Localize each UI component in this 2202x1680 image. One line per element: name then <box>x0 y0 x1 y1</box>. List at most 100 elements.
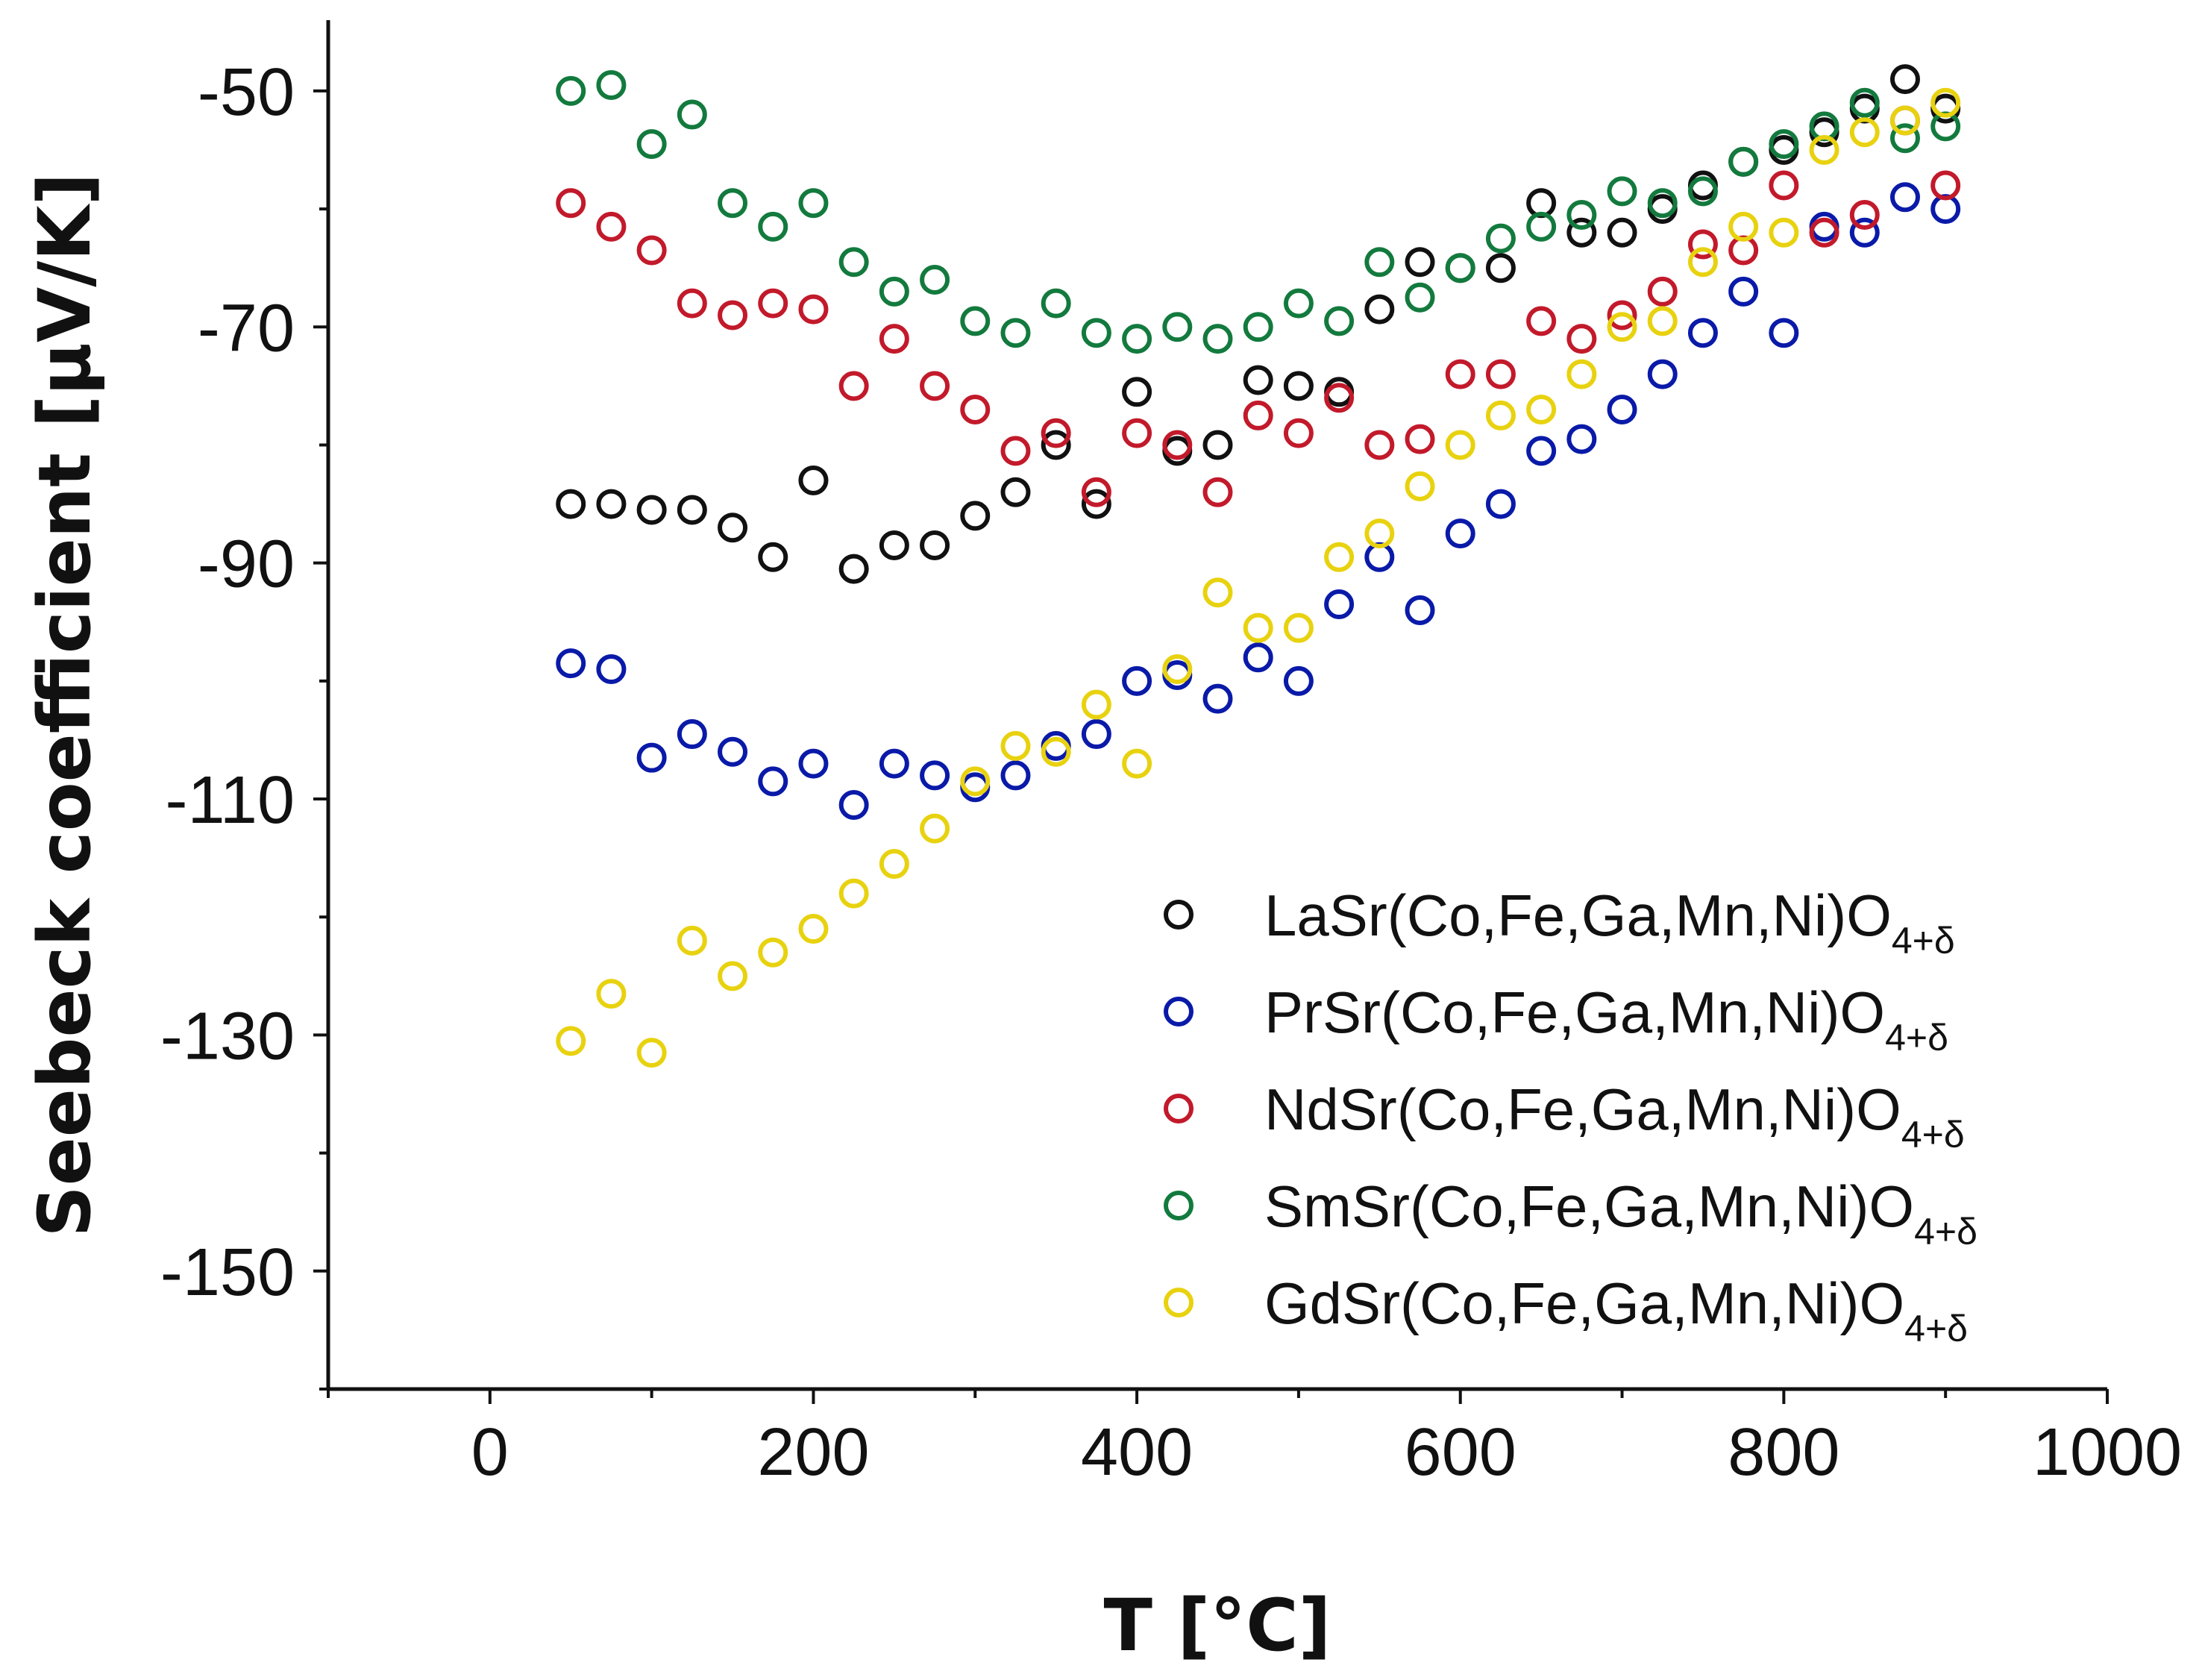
x-tick-label: 200 <box>757 1415 869 1490</box>
data-point <box>677 925 707 956</box>
data-point <box>1122 377 1152 407</box>
data-point <box>838 878 869 909</box>
data-point <box>718 961 748 991</box>
data-point <box>1607 395 1637 425</box>
data-point <box>1526 395 1557 425</box>
data-point <box>1324 542 1355 572</box>
x-tick-label: 600 <box>1405 1415 1516 1490</box>
y-axis-title: Seebeck coefficient [μV/K] <box>23 172 107 1237</box>
data-point <box>1485 489 1516 519</box>
legend-label-subscript: 4+δ <box>1904 1308 1968 1350</box>
data-point <box>1081 689 1111 720</box>
data-point <box>758 211 788 242</box>
x-tick-label: 1000 <box>2033 1415 2182 1490</box>
x-tick-label: 800 <box>1728 1415 1839 1490</box>
series-4 <box>556 87 1961 1068</box>
legend-label: LaSr(Co,Fe,Ga,Mn,Ni)O4+δ <box>1264 883 1955 962</box>
legend: LaSr(Co,Fe,Ga,Mn,Ni)O4+δPrSr(Co,Fe,Ga,Mn… <box>1164 883 1977 1350</box>
data-point <box>556 648 586 679</box>
data-point <box>1930 87 1961 118</box>
legend-label-main: PrSr(Co,Fe,Ga,Mn,Ni)O <box>1264 980 1885 1045</box>
legend-label-main: GdSr(Co,Fe,Ga,Mn,Ni)O <box>1264 1270 1904 1336</box>
data-point <box>1202 577 1233 608</box>
data-point <box>1000 436 1031 466</box>
data-point <box>838 789 869 820</box>
axes <box>326 20 2107 1391</box>
data-point <box>758 288 788 319</box>
x-tick-label: 400 <box>1081 1415 1193 1490</box>
data-point <box>1081 489 1111 519</box>
data-point <box>636 1038 667 1068</box>
data-point <box>798 914 829 944</box>
data-point <box>1769 170 1799 201</box>
data-point <box>636 235 667 266</box>
data-point <box>1607 300 1637 330</box>
data-point <box>1485 359 1516 389</box>
data-point <box>596 489 627 519</box>
data-point <box>556 489 586 519</box>
y-tick-label: -90 <box>198 527 295 602</box>
data-point <box>1728 146 1759 177</box>
data-point <box>1283 371 1314 401</box>
data-point <box>1526 306 1557 336</box>
data-point <box>677 288 707 319</box>
data-point <box>1728 211 1759 242</box>
data-point <box>1000 318 1031 348</box>
data-point <box>960 395 991 425</box>
data-point <box>1647 359 1678 389</box>
data-point <box>1243 612 1273 643</box>
legend-label-main: SmSr(Co,Fe,Ga,Mn,Ni)O <box>1264 1173 1914 1239</box>
data-points <box>556 64 1961 1068</box>
data-point <box>1041 430 1071 460</box>
data-point <box>920 371 950 401</box>
data-point <box>1607 217 1637 248</box>
data-point <box>879 324 909 354</box>
legend-label: SmSr(Co,Fe,Ga,Mn,Ni)O4+δ <box>1264 1173 1977 1253</box>
data-point <box>1364 430 1395 460</box>
series-0 <box>556 64 1961 584</box>
data-point <box>1202 430 1233 460</box>
data-point <box>1202 683 1233 714</box>
legend-label-main: LaSr(Co,Fe,Ga,Mn,Ni)O <box>1264 883 1892 948</box>
data-point <box>596 979 627 1009</box>
data-point <box>1324 383 1355 413</box>
ticks: 0 200 400 600 800 1000 -50 -70 -90 -110 -130 -150 <box>160 55 2182 1490</box>
data-point <box>1000 730 1031 761</box>
data-point <box>1849 87 1880 118</box>
data-point <box>1647 188 1678 219</box>
data-point <box>1849 200 1880 231</box>
y-tick-label: -130 <box>160 999 295 1073</box>
data-point <box>1526 436 1557 466</box>
legend-label-subscript: 4+δ <box>1885 1017 1948 1059</box>
data-point <box>920 813 950 844</box>
data-point <box>1081 719 1111 750</box>
data-point <box>1485 223 1516 254</box>
data-point <box>1445 253 1475 283</box>
y-tick-label: -110 <box>166 763 295 838</box>
data-point <box>1405 247 1435 278</box>
data-point <box>1202 477 1233 507</box>
data-point <box>1930 170 1961 201</box>
data-point <box>1566 359 1597 389</box>
data-point <box>1445 430 1475 460</box>
y-tick-label: -70 <box>198 291 295 366</box>
data-point <box>1405 471 1435 501</box>
series-1 <box>556 182 1961 820</box>
data-point <box>1849 217 1880 248</box>
data-point <box>1687 176 1718 207</box>
x-axis-title: T [°C] <box>1103 1584 1331 1667</box>
data-point <box>879 276 909 307</box>
data-point <box>1041 288 1071 319</box>
data-point <box>636 742 667 773</box>
data-point <box>1324 306 1355 336</box>
legend-label: PrSr(Co,Fe,Ga,Mn,Ni)O4+δ <box>1264 980 1948 1059</box>
series-2 <box>556 105 1961 507</box>
data-point <box>1607 312 1637 342</box>
data-point <box>1041 736 1071 767</box>
data-point <box>1445 359 1475 389</box>
data-point <box>798 465 829 495</box>
data-point <box>879 530 909 560</box>
data-point <box>1364 247 1395 278</box>
data-point <box>1769 217 1799 248</box>
data-point <box>636 495 667 525</box>
